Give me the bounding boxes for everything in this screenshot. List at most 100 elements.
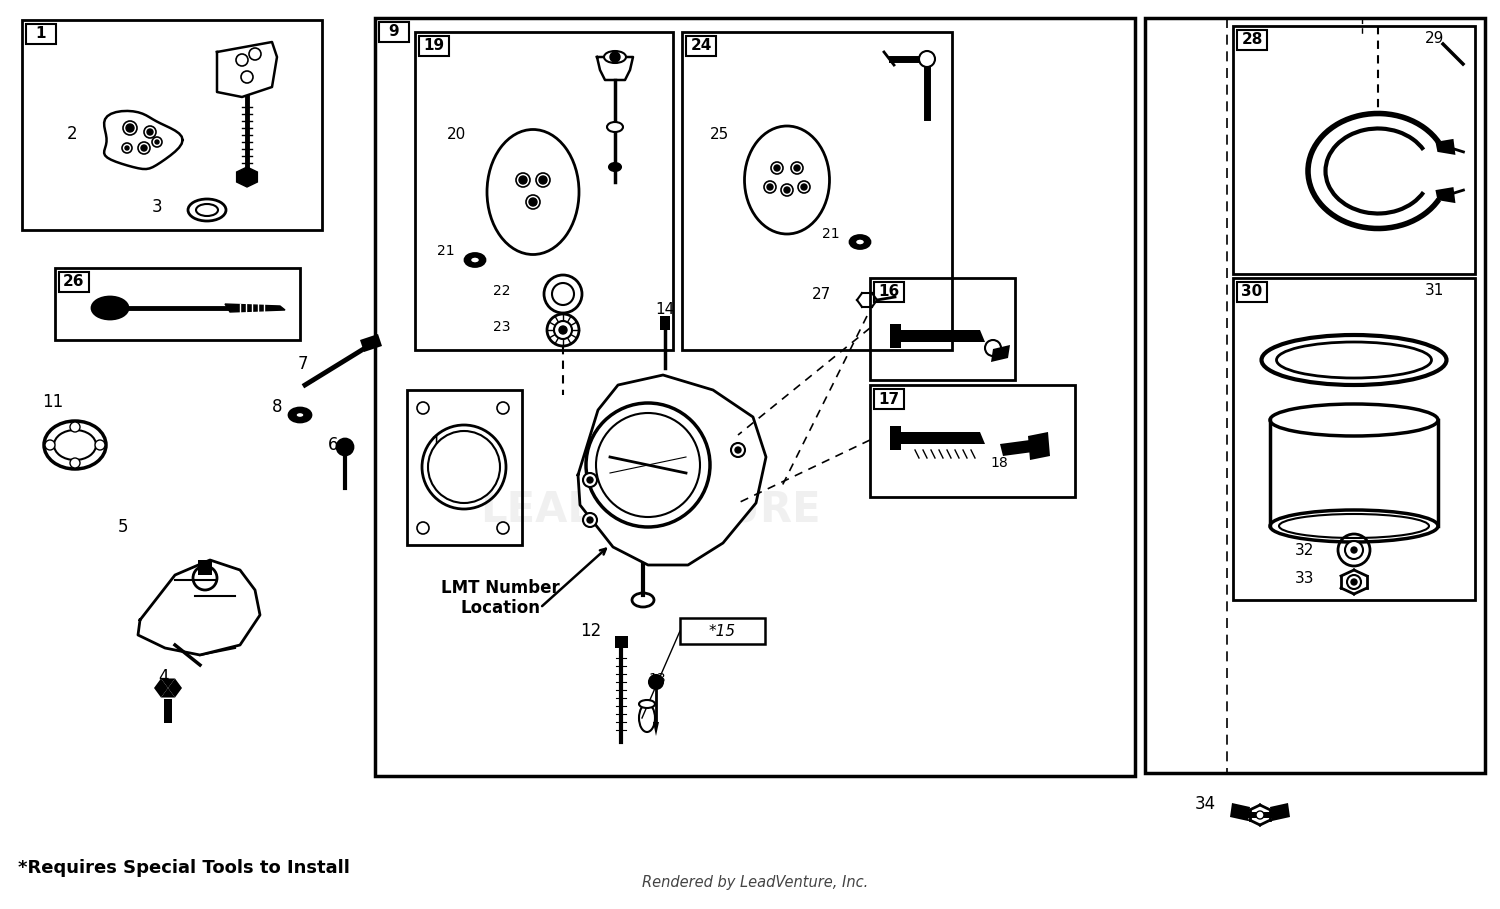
Text: 22: 22: [494, 284, 510, 298]
Circle shape: [526, 195, 540, 209]
Text: 21: 21: [436, 244, 454, 258]
Polygon shape: [1028, 432, 1050, 460]
Text: 6: 6: [328, 436, 339, 454]
Bar: [874, 389, 904, 409]
Ellipse shape: [850, 235, 870, 248]
Circle shape: [516, 173, 530, 187]
Polygon shape: [1230, 803, 1250, 821]
Circle shape: [538, 176, 548, 184]
Circle shape: [920, 51, 934, 67]
Bar: [56, 268, 300, 340]
Text: 18: 18: [990, 456, 1008, 470]
Circle shape: [554, 321, 572, 339]
Polygon shape: [1000, 440, 1033, 456]
Circle shape: [986, 340, 1000, 356]
Circle shape: [147, 129, 153, 135]
Circle shape: [338, 439, 352, 455]
Circle shape: [144, 126, 156, 138]
Circle shape: [801, 184, 807, 190]
Bar: [380, 22, 410, 42]
Text: 28: 28: [1242, 33, 1263, 47]
Circle shape: [70, 422, 80, 432]
Polygon shape: [168, 678, 182, 688]
Circle shape: [586, 403, 710, 527]
Ellipse shape: [92, 297, 128, 319]
Polygon shape: [896, 432, 986, 444]
Bar: [1233, 26, 1474, 274]
Ellipse shape: [604, 51, 625, 63]
Polygon shape: [1436, 187, 1455, 203]
Circle shape: [236, 54, 248, 66]
Ellipse shape: [290, 408, 310, 422]
Bar: [419, 36, 448, 56]
Circle shape: [584, 473, 597, 487]
Bar: [1233, 278, 1474, 600]
Polygon shape: [168, 688, 182, 697]
Text: 27: 27: [812, 287, 831, 302]
Bar: [406, 390, 522, 545]
Text: 9: 9: [388, 25, 399, 39]
Text: 19: 19: [423, 38, 444, 54]
Text: 23: 23: [494, 320, 510, 334]
Bar: [874, 282, 904, 302]
Polygon shape: [198, 560, 211, 575]
Circle shape: [584, 513, 597, 527]
Text: 17: 17: [879, 392, 900, 406]
Circle shape: [70, 458, 80, 468]
Polygon shape: [160, 688, 176, 697]
Text: 4: 4: [158, 668, 168, 686]
Circle shape: [610, 52, 620, 62]
Text: 7: 7: [298, 355, 309, 373]
Text: *15: *15: [708, 624, 735, 638]
Circle shape: [152, 137, 162, 147]
Circle shape: [122, 143, 132, 153]
Ellipse shape: [639, 700, 656, 708]
Text: 3: 3: [152, 198, 162, 216]
Bar: [375, 18, 1136, 776]
Circle shape: [730, 443, 746, 457]
Ellipse shape: [296, 413, 304, 417]
Circle shape: [1256, 811, 1264, 819]
Circle shape: [94, 440, 105, 450]
Circle shape: [650, 675, 663, 689]
Circle shape: [586, 477, 592, 483]
Circle shape: [138, 142, 150, 154]
Ellipse shape: [54, 430, 96, 460]
Text: 20: 20: [447, 127, 466, 142]
Circle shape: [249, 48, 261, 60]
Text: LEADVENTURE: LEADVENTURE: [480, 489, 820, 531]
Ellipse shape: [471, 257, 480, 263]
Bar: [1238, 30, 1268, 50]
Bar: [22, 20, 322, 230]
Text: 8: 8: [272, 398, 282, 416]
Bar: [682, 32, 952, 350]
Polygon shape: [225, 304, 285, 312]
Polygon shape: [992, 345, 1010, 362]
Ellipse shape: [196, 204, 217, 216]
Bar: [870, 278, 1016, 380]
Text: 32: 32: [1294, 543, 1314, 558]
Circle shape: [417, 522, 429, 534]
Circle shape: [123, 121, 136, 135]
Circle shape: [560, 326, 567, 334]
Text: 1: 1: [36, 26, 46, 42]
Text: 11: 11: [42, 393, 63, 411]
Bar: [58, 272, 88, 292]
Circle shape: [782, 184, 794, 196]
Text: LMT Number
Location: LMT Number Location: [441, 579, 560, 617]
Ellipse shape: [609, 163, 621, 171]
Bar: [1144, 18, 1485, 773]
Polygon shape: [138, 560, 260, 655]
Polygon shape: [578, 375, 766, 565]
Bar: [416, 32, 674, 350]
Polygon shape: [1436, 139, 1455, 155]
Polygon shape: [154, 678, 168, 688]
Ellipse shape: [608, 122, 622, 132]
Ellipse shape: [1270, 404, 1438, 436]
Ellipse shape: [1270, 510, 1438, 542]
Ellipse shape: [1276, 342, 1431, 378]
Text: 30: 30: [1242, 285, 1263, 299]
Bar: [686, 36, 716, 56]
Text: 2: 2: [68, 125, 78, 143]
Ellipse shape: [465, 254, 484, 266]
